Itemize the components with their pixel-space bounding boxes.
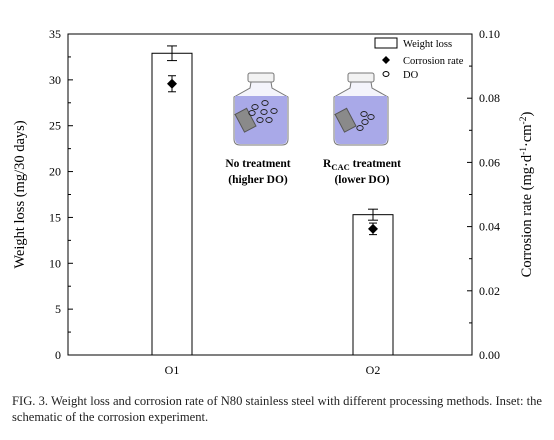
y2-tick-label: 0.04	[479, 220, 500, 234]
y2-tick-label: 0.08	[479, 91, 500, 105]
y2-label-part: -2	[519, 116, 529, 124]
steel-specimen	[334, 107, 357, 133]
do-bubble	[367, 114, 375, 120]
steel-specimen	[234, 107, 257, 133]
y-tick-label: 20	[49, 165, 61, 179]
bottle-liquid	[235, 96, 287, 144]
y-tick-label: 10	[49, 256, 61, 270]
inset-right-label-part: treatment	[350, 158, 401, 170]
do-bubble	[356, 125, 364, 131]
inset-left-label: No treatment	[225, 158, 290, 170]
chart-svg: 0 5 10 15 20 25 30 35 0.00 0.02 0.04 0.06 0.08 0.10 O1…	[12, 27, 535, 377]
inset-right-label-part: R	[323, 158, 332, 170]
legend-label: DO	[403, 70, 419, 81]
bottle-cap	[347, 72, 375, 83]
y-tick-label: 0	[55, 348, 61, 362]
inset-left-label: (higher DO)	[228, 174, 288, 186]
do-bubble	[248, 110, 256, 116]
y-tick-label: 5	[55, 302, 61, 316]
y-tick-label: 30	[49, 73, 61, 87]
do-bubble	[260, 109, 268, 115]
y2-tick-label: 0.06	[479, 155, 500, 169]
do-bubble	[360, 111, 368, 117]
y2-tick-label: 0.10	[479, 27, 500, 41]
corrosion-rate-point	[368, 223, 378, 234]
do-bubble	[361, 119, 369, 125]
bar-weight-loss	[151, 52, 193, 356]
legend-label: Corrosion rate	[403, 56, 464, 67]
x-tick-label: O1	[165, 363, 180, 377]
do-bubble	[270, 108, 278, 114]
legend-label: Weight loss	[403, 39, 452, 50]
y2-tick-label: 0.02	[479, 284, 500, 298]
y2-axis-label: Corrosion rate (mg·d-1·cm-2)	[519, 112, 535, 278]
chart: 0 5 10 15 20 25 30 35 0.00 0.02 0.04 0.06 0.08 0.10 O1…	[12, 27, 535, 377]
inset-right-label: (lower DO)	[334, 174, 389, 186]
legend-bar-swatch	[374, 37, 398, 49]
y-axis-label: Weight loss (mg/30 days)	[12, 120, 28, 268]
y2-label-part: ·cm	[519, 124, 535, 147]
y2-tick-label: 0.00	[479, 348, 500, 362]
do-bubble	[251, 104, 259, 110]
x-tick-label: O2	[366, 363, 381, 377]
bottle-cap	[247, 72, 275, 83]
legend-diamond-swatch	[382, 56, 390, 64]
y-tick-label: 35	[49, 27, 61, 41]
bar-weight-loss	[352, 214, 394, 356]
corrosion-rate-point	[167, 78, 177, 89]
y2-label-part: -1	[519, 147, 529, 155]
y2-label-part: Corrosion rate (mg·d	[519, 154, 535, 277]
figure: 0 5 10 15 20 25 30 35 0.00 0.02 0.04 0.06 0.08 0.10 O1…	[12, 27, 535, 377]
y2-label-part: )	[519, 112, 535, 117]
figure-caption: FIG. 3. Weight loss and corrosion rate o…	[12, 394, 542, 424]
inset-right-label: RCAC treatment	[323, 158, 401, 172]
y-tick-label: 25	[49, 119, 61, 133]
bottle-liquid	[335, 96, 387, 144]
y-tick-label: 15	[49, 210, 61, 224]
do-bubble	[256, 117, 264, 123]
do-bubble	[265, 117, 273, 123]
do-bubble	[261, 100, 269, 106]
legend-circle-swatch	[382, 71, 390, 77]
inset-right-label-part: CAC	[331, 162, 349, 172]
